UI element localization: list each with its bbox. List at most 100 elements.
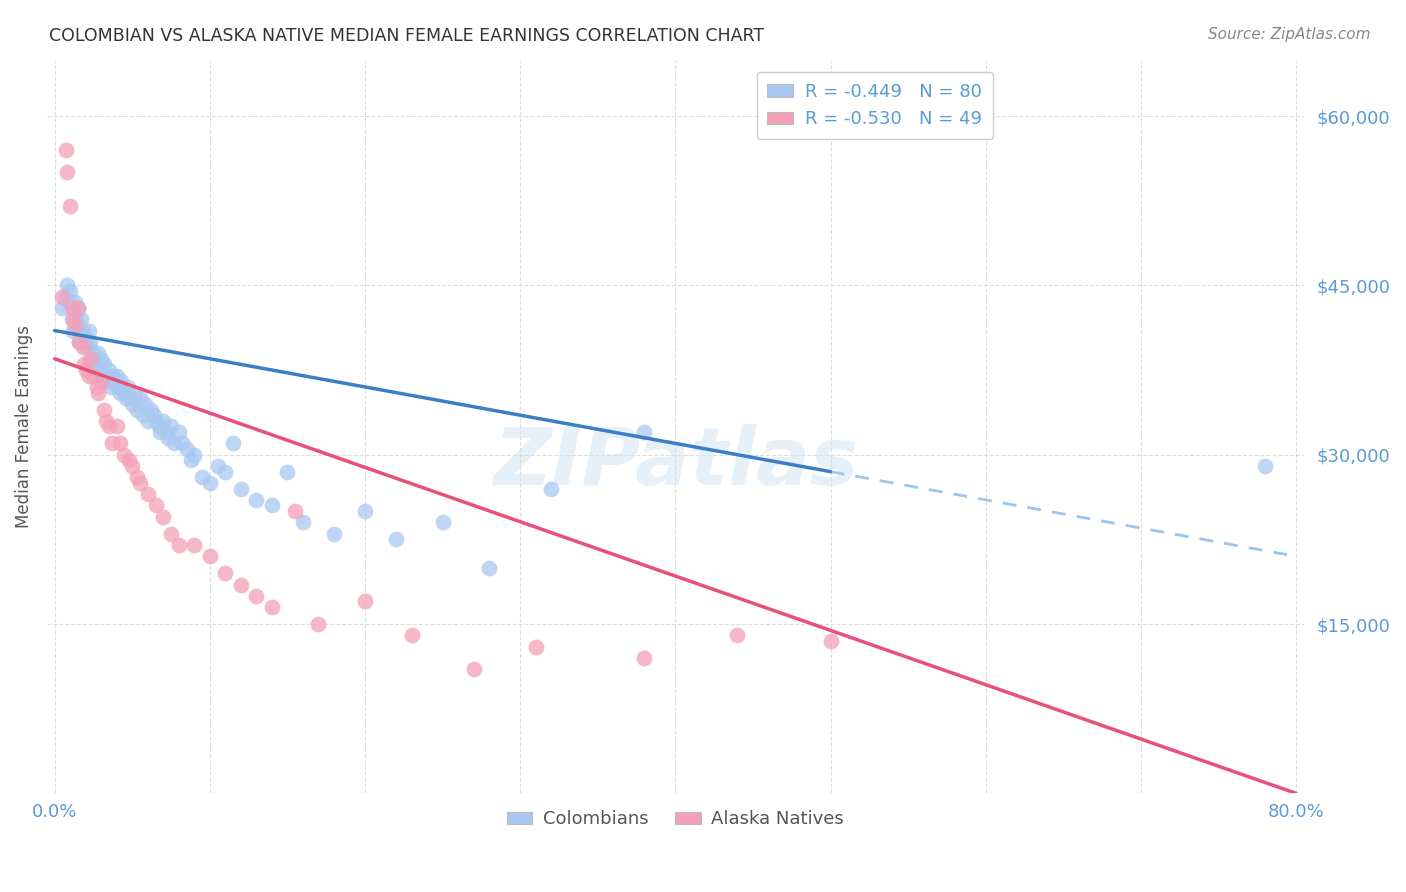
Point — [291, 516, 314, 530]
Text: COLOMBIAN VS ALASKA NATIVE MEDIAN FEMALE EARNINGS CORRELATION CHART: COLOMBIAN VS ALASKA NATIVE MEDIAN FEMALE… — [49, 27, 765, 45]
Point — [307, 617, 329, 632]
Point — [84, 358, 107, 372]
Point — [143, 408, 166, 422]
Point — [115, 391, 138, 405]
Point — [160, 526, 183, 541]
Point — [148, 419, 170, 434]
Point — [167, 425, 190, 439]
Point — [156, 431, 179, 445]
Point — [87, 346, 110, 360]
Point — [73, 358, 96, 372]
Point — [110, 374, 132, 388]
Legend: Colombians, Alaska Natives: Colombians, Alaska Natives — [499, 803, 852, 836]
Point — [93, 402, 115, 417]
Point — [63, 318, 86, 332]
Point — [180, 453, 202, 467]
Point — [108, 436, 131, 450]
Point — [82, 368, 104, 383]
Point — [229, 577, 252, 591]
Point — [125, 470, 148, 484]
Point — [129, 391, 152, 405]
Point — [152, 509, 174, 524]
Point — [82, 346, 104, 360]
Point — [633, 651, 655, 665]
Point — [214, 566, 236, 581]
Point — [145, 499, 167, 513]
Point — [125, 402, 148, 417]
Point — [94, 374, 117, 388]
Point — [59, 199, 82, 213]
Point — [73, 329, 96, 343]
Point — [51, 290, 73, 304]
Point — [107, 380, 129, 394]
Point — [87, 385, 110, 400]
Point — [103, 374, 125, 388]
Point — [633, 425, 655, 439]
Point — [94, 414, 117, 428]
Point — [114, 448, 136, 462]
Point — [60, 301, 83, 315]
Point — [145, 414, 167, 428]
Point — [72, 341, 94, 355]
Point — [93, 358, 115, 372]
Point — [75, 363, 97, 377]
Point — [79, 334, 101, 349]
Y-axis label: Median Female Earnings: Median Female Earnings — [15, 325, 32, 528]
Point — [524, 640, 547, 654]
Point — [69, 334, 91, 349]
Point — [354, 504, 377, 518]
Point — [101, 436, 124, 450]
Point — [163, 436, 186, 450]
Point — [136, 487, 159, 501]
Point — [77, 368, 100, 383]
Point — [149, 425, 172, 439]
Point — [55, 290, 77, 304]
Point — [155, 425, 177, 439]
Point — [167, 538, 190, 552]
Point — [76, 341, 98, 355]
Point — [152, 414, 174, 428]
Point — [62, 312, 84, 326]
Point — [401, 628, 423, 642]
Point — [432, 516, 454, 530]
Point — [245, 492, 267, 507]
Point — [134, 397, 156, 411]
Point — [118, 453, 141, 467]
Point — [276, 465, 298, 479]
Point — [56, 165, 79, 179]
Point — [820, 634, 842, 648]
Point — [229, 482, 252, 496]
Point — [183, 448, 205, 462]
Point — [91, 368, 114, 383]
Point — [58, 295, 80, 310]
Point — [478, 560, 501, 574]
Point — [69, 334, 91, 349]
Point — [260, 499, 283, 513]
Point — [132, 408, 155, 422]
Point — [245, 589, 267, 603]
Point — [191, 470, 214, 484]
Point — [136, 414, 159, 428]
Point — [129, 475, 152, 490]
Point — [540, 482, 562, 496]
Point — [66, 301, 89, 315]
Point — [108, 385, 131, 400]
Point — [323, 526, 346, 541]
Text: Source: ZipAtlas.com: Source: ZipAtlas.com — [1208, 27, 1371, 42]
Point — [79, 351, 101, 366]
Point — [65, 312, 87, 326]
Point — [124, 385, 146, 400]
Point — [114, 385, 136, 400]
Point — [100, 380, 122, 394]
Point — [62, 324, 84, 338]
Point — [97, 363, 120, 377]
Point — [97, 419, 120, 434]
Point — [121, 458, 143, 473]
Point — [170, 436, 193, 450]
Point — [90, 351, 112, 366]
Point — [260, 600, 283, 615]
Point — [60, 312, 83, 326]
Point — [1254, 458, 1277, 473]
Point — [80, 351, 103, 366]
Point — [75, 334, 97, 349]
